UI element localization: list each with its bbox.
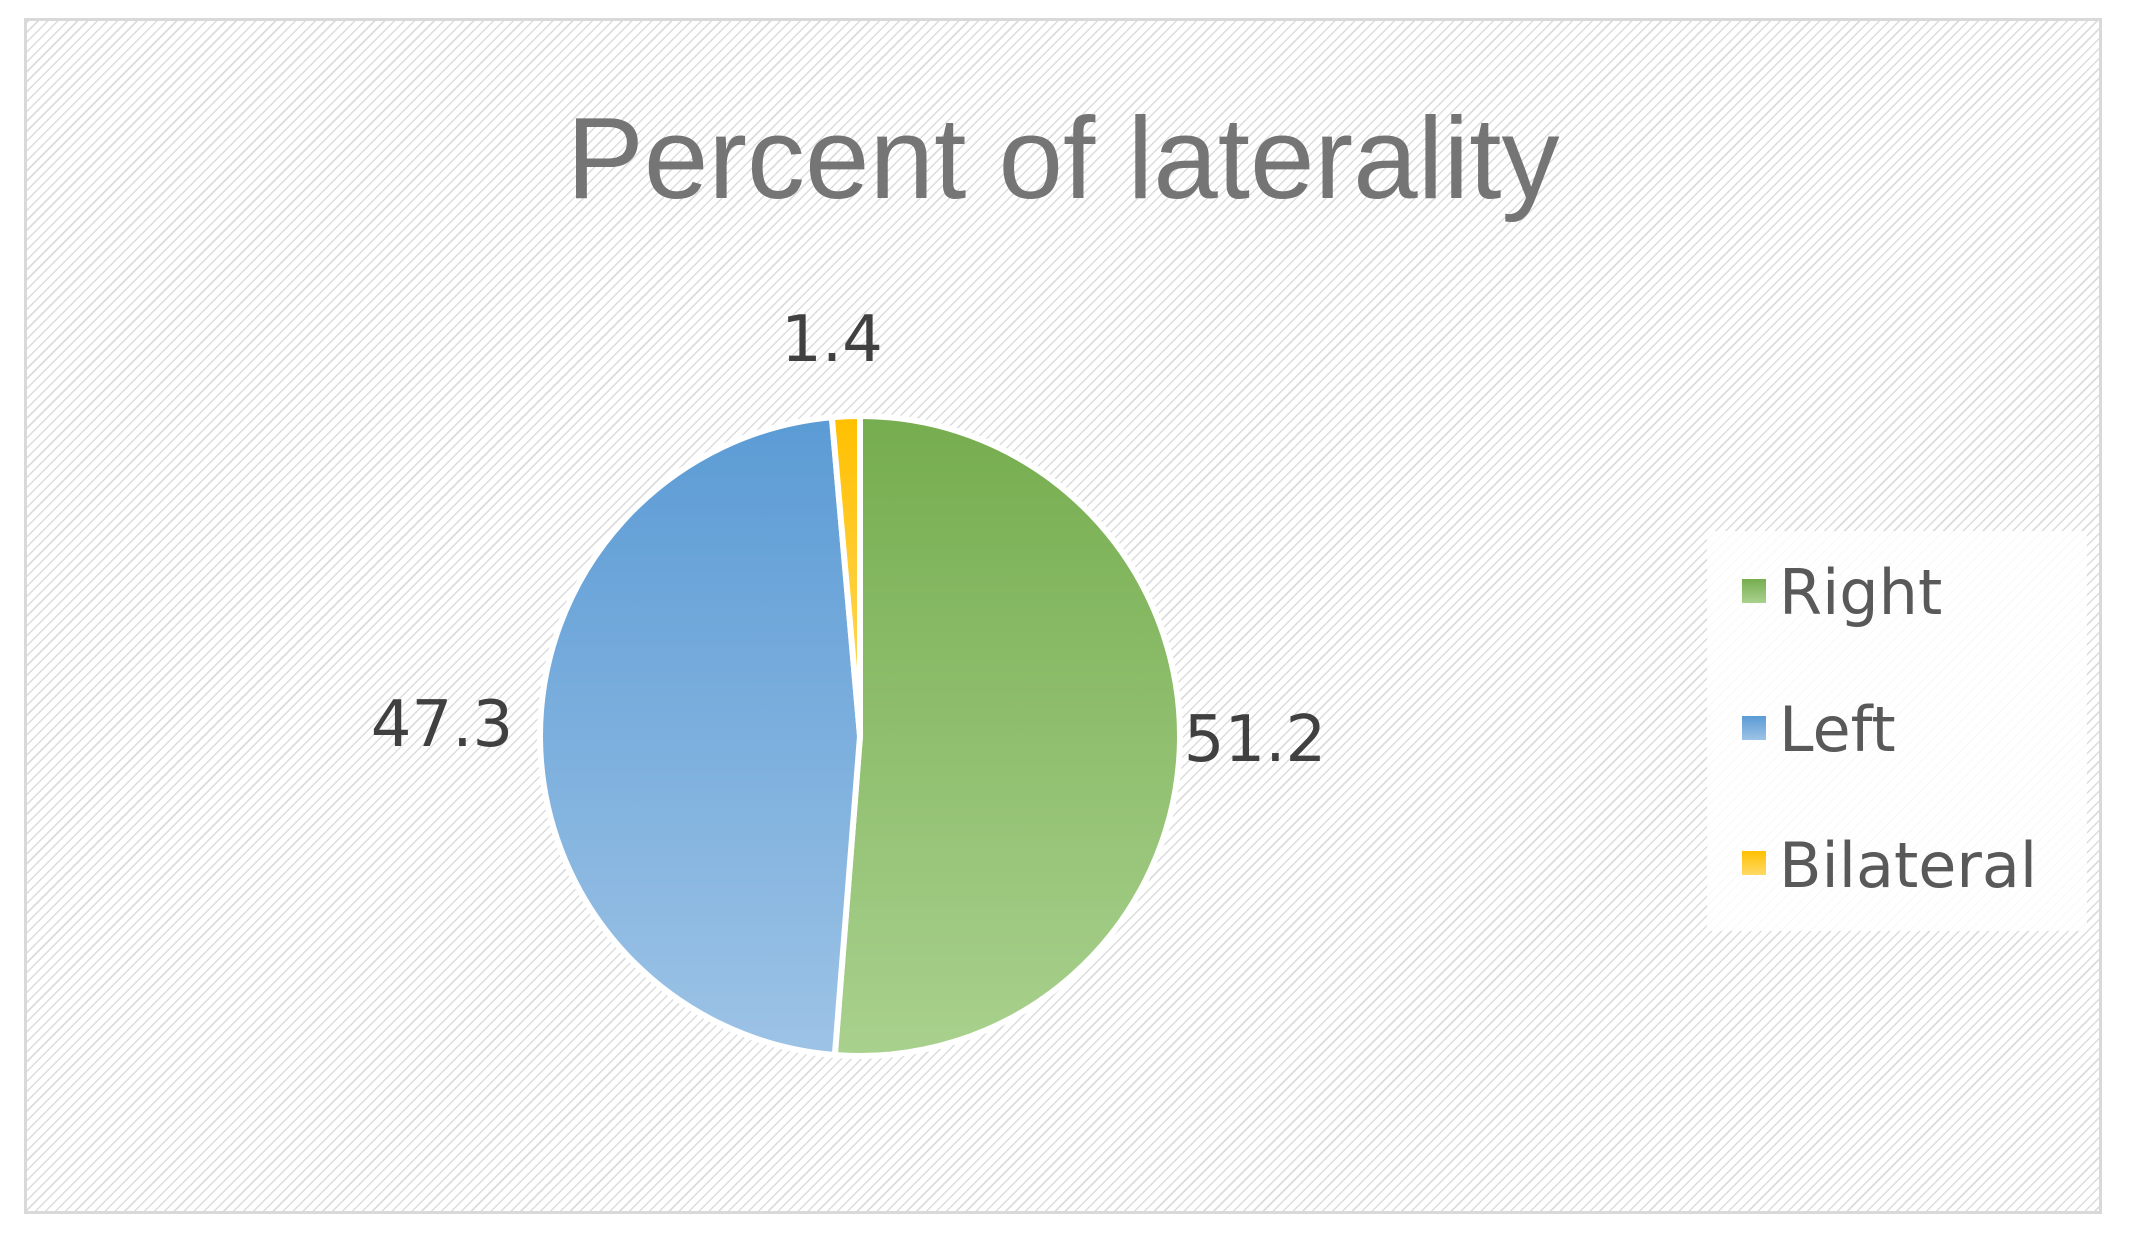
pie-slices [537, 413, 1184, 1059]
legend-item-bilateral: Bilateral [1742, 829, 2037, 902]
data-label-left: 47.3 [371, 688, 514, 762]
legend-label-right: Right [1779, 556, 1942, 629]
legend-label-left: Left [1779, 693, 1896, 766]
pie-slice-right [831, 413, 1184, 1059]
data-label-right: 51.2 [1184, 703, 1327, 777]
data-label-bilateral: 1.4 [781, 303, 883, 377]
legend: Right Left Bilateral [1707, 531, 2087, 931]
legend-item-right: Right [1742, 556, 1942, 629]
chart-area: Percent of laterality 51.2 47.3 1.4 Right … [24, 18, 2102, 1214]
data-labels: 51.2 47.3 1.4 [371, 303, 1327, 777]
pie-chart: Percent of laterality 51.2 47.3 1.4 Right … [371, 93, 2087, 1059]
pie-slice-left [537, 414, 863, 1059]
legend-swatch-left [1742, 716, 1766, 740]
legend-swatch-bilateral [1742, 851, 1766, 875]
legend-label-bilateral: Bilateral [1779, 829, 2037, 902]
legend-item-left: Left [1742, 693, 1896, 766]
legend-background [1707, 531, 2087, 931]
pie-slice-bilateral [828, 413, 863, 739]
legend-swatch-right [1742, 579, 1766, 603]
chart-title: Percent of laterality [567, 93, 1560, 223]
